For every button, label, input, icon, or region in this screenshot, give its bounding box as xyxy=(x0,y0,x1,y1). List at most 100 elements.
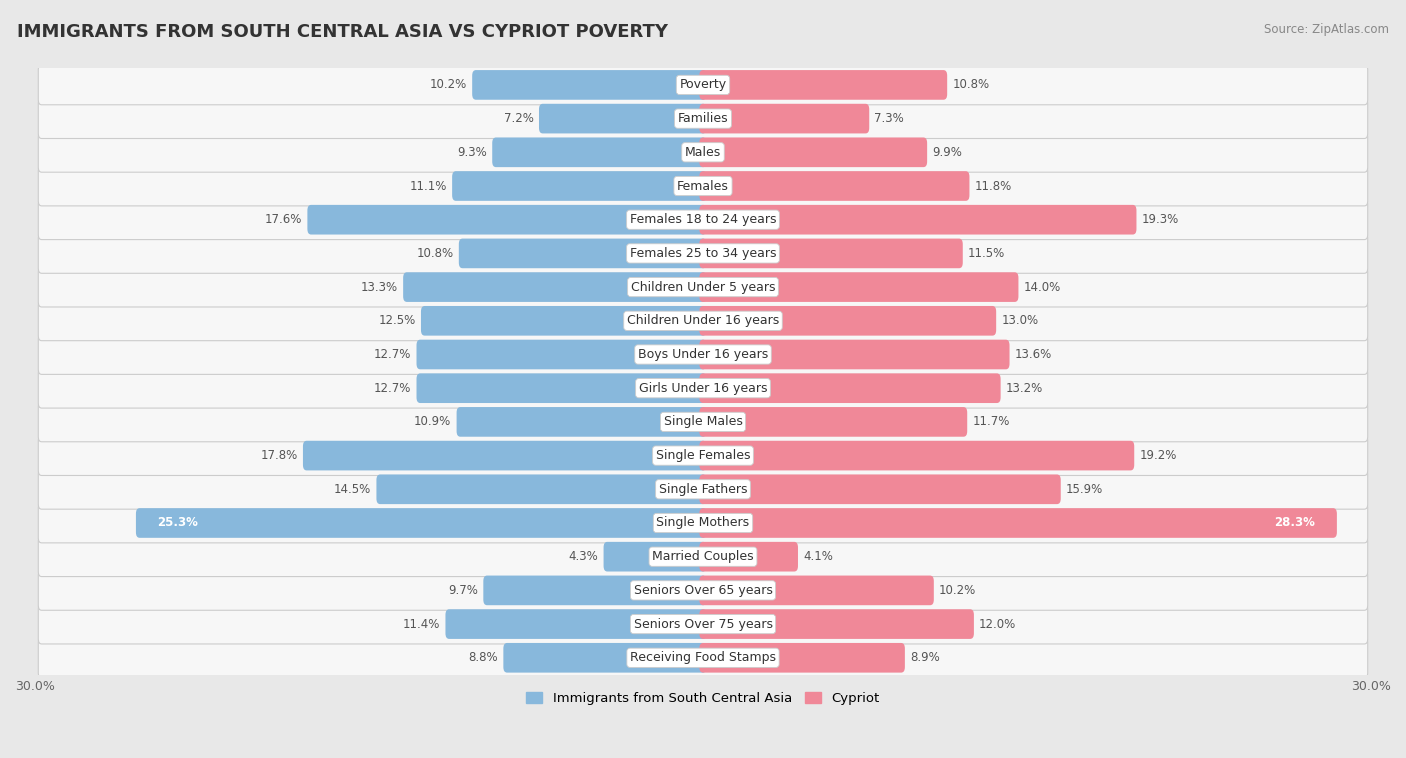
Text: 7.3%: 7.3% xyxy=(875,112,904,125)
Text: 12.5%: 12.5% xyxy=(378,315,416,327)
FancyBboxPatch shape xyxy=(484,575,707,605)
FancyBboxPatch shape xyxy=(38,368,1368,408)
FancyBboxPatch shape xyxy=(699,374,1001,403)
FancyBboxPatch shape xyxy=(38,65,1368,105)
Text: 11.7%: 11.7% xyxy=(973,415,1010,428)
FancyBboxPatch shape xyxy=(308,205,707,234)
Text: 13.6%: 13.6% xyxy=(1015,348,1052,361)
FancyBboxPatch shape xyxy=(699,205,1136,234)
FancyBboxPatch shape xyxy=(38,133,1368,172)
FancyBboxPatch shape xyxy=(458,239,707,268)
Text: 11.8%: 11.8% xyxy=(974,180,1012,193)
Text: 9.7%: 9.7% xyxy=(449,584,478,597)
FancyBboxPatch shape xyxy=(699,171,970,201)
FancyBboxPatch shape xyxy=(404,272,707,302)
Text: 9.9%: 9.9% xyxy=(932,146,962,159)
FancyBboxPatch shape xyxy=(38,268,1368,307)
Text: 15.9%: 15.9% xyxy=(1066,483,1104,496)
FancyBboxPatch shape xyxy=(38,571,1368,610)
Text: 11.1%: 11.1% xyxy=(409,180,447,193)
Text: 14.0%: 14.0% xyxy=(1024,280,1062,293)
Text: 14.5%: 14.5% xyxy=(335,483,371,496)
Text: Single Females: Single Females xyxy=(655,449,751,462)
FancyBboxPatch shape xyxy=(538,104,707,133)
FancyBboxPatch shape xyxy=(699,407,967,437)
Text: Children Under 5 years: Children Under 5 years xyxy=(631,280,775,293)
Text: Married Couples: Married Couples xyxy=(652,550,754,563)
FancyBboxPatch shape xyxy=(699,475,1060,504)
FancyBboxPatch shape xyxy=(699,575,934,605)
FancyBboxPatch shape xyxy=(38,469,1368,509)
Text: 7.2%: 7.2% xyxy=(503,112,534,125)
FancyBboxPatch shape xyxy=(699,508,1337,538)
Text: Single Males: Single Males xyxy=(664,415,742,428)
FancyBboxPatch shape xyxy=(453,171,707,201)
FancyBboxPatch shape xyxy=(38,99,1368,139)
Text: Males: Males xyxy=(685,146,721,159)
Text: Females: Females xyxy=(678,180,728,193)
FancyBboxPatch shape xyxy=(38,200,1368,240)
Text: 10.8%: 10.8% xyxy=(952,78,990,92)
FancyBboxPatch shape xyxy=(699,239,963,268)
Text: IMMIGRANTS FROM SOUTH CENTRAL ASIA VS CYPRIOT POVERTY: IMMIGRANTS FROM SOUTH CENTRAL ASIA VS CY… xyxy=(17,23,668,41)
FancyBboxPatch shape xyxy=(38,233,1368,274)
Text: 8.9%: 8.9% xyxy=(910,651,939,664)
Text: 11.4%: 11.4% xyxy=(404,618,440,631)
Text: 11.5%: 11.5% xyxy=(967,247,1005,260)
Text: Children Under 16 years: Children Under 16 years xyxy=(627,315,779,327)
FancyBboxPatch shape xyxy=(699,70,948,100)
FancyBboxPatch shape xyxy=(416,374,707,403)
Text: Seniors Over 65 years: Seniors Over 65 years xyxy=(634,584,772,597)
FancyBboxPatch shape xyxy=(492,137,707,167)
Text: Poverty: Poverty xyxy=(679,78,727,92)
Text: Girls Under 16 years: Girls Under 16 years xyxy=(638,382,768,395)
Text: 10.9%: 10.9% xyxy=(415,415,451,428)
FancyBboxPatch shape xyxy=(503,643,707,672)
Text: 13.0%: 13.0% xyxy=(1001,315,1039,327)
FancyBboxPatch shape xyxy=(699,272,1018,302)
Text: Single Mothers: Single Mothers xyxy=(657,516,749,530)
FancyBboxPatch shape xyxy=(457,407,707,437)
FancyBboxPatch shape xyxy=(699,340,1010,369)
Text: Boys Under 16 years: Boys Under 16 years xyxy=(638,348,768,361)
FancyBboxPatch shape xyxy=(377,475,707,504)
FancyBboxPatch shape xyxy=(38,638,1368,678)
FancyBboxPatch shape xyxy=(38,334,1368,374)
Text: Females 25 to 34 years: Females 25 to 34 years xyxy=(630,247,776,260)
Text: 19.2%: 19.2% xyxy=(1139,449,1177,462)
Text: 28.3%: 28.3% xyxy=(1274,516,1316,530)
Text: 12.0%: 12.0% xyxy=(979,618,1017,631)
FancyBboxPatch shape xyxy=(38,604,1368,644)
FancyBboxPatch shape xyxy=(38,537,1368,577)
FancyBboxPatch shape xyxy=(38,503,1368,543)
FancyBboxPatch shape xyxy=(38,301,1368,340)
Text: 13.2%: 13.2% xyxy=(1005,382,1043,395)
Text: 12.7%: 12.7% xyxy=(374,348,412,361)
Legend: Immigrants from South Central Asia, Cypriot: Immigrants from South Central Asia, Cypr… xyxy=(522,687,884,710)
FancyBboxPatch shape xyxy=(699,542,799,572)
FancyBboxPatch shape xyxy=(699,609,974,639)
FancyBboxPatch shape xyxy=(472,70,707,100)
FancyBboxPatch shape xyxy=(699,306,997,336)
FancyBboxPatch shape xyxy=(38,402,1368,442)
Text: 19.3%: 19.3% xyxy=(1142,213,1180,226)
Text: Receiving Food Stamps: Receiving Food Stamps xyxy=(630,651,776,664)
Text: 25.3%: 25.3% xyxy=(157,516,198,530)
Text: 4.3%: 4.3% xyxy=(568,550,599,563)
Text: 17.8%: 17.8% xyxy=(260,449,298,462)
FancyBboxPatch shape xyxy=(603,542,707,572)
FancyBboxPatch shape xyxy=(38,436,1368,475)
FancyBboxPatch shape xyxy=(38,166,1368,206)
FancyBboxPatch shape xyxy=(302,440,707,471)
Text: 9.3%: 9.3% xyxy=(457,146,486,159)
FancyBboxPatch shape xyxy=(136,508,707,538)
Text: 10.8%: 10.8% xyxy=(416,247,454,260)
Text: Source: ZipAtlas.com: Source: ZipAtlas.com xyxy=(1264,23,1389,36)
Text: Single Fathers: Single Fathers xyxy=(659,483,747,496)
FancyBboxPatch shape xyxy=(699,137,927,167)
Text: Females 18 to 24 years: Females 18 to 24 years xyxy=(630,213,776,226)
Text: 12.7%: 12.7% xyxy=(374,382,412,395)
FancyBboxPatch shape xyxy=(420,306,707,336)
Text: 10.2%: 10.2% xyxy=(939,584,976,597)
Text: 17.6%: 17.6% xyxy=(264,213,302,226)
